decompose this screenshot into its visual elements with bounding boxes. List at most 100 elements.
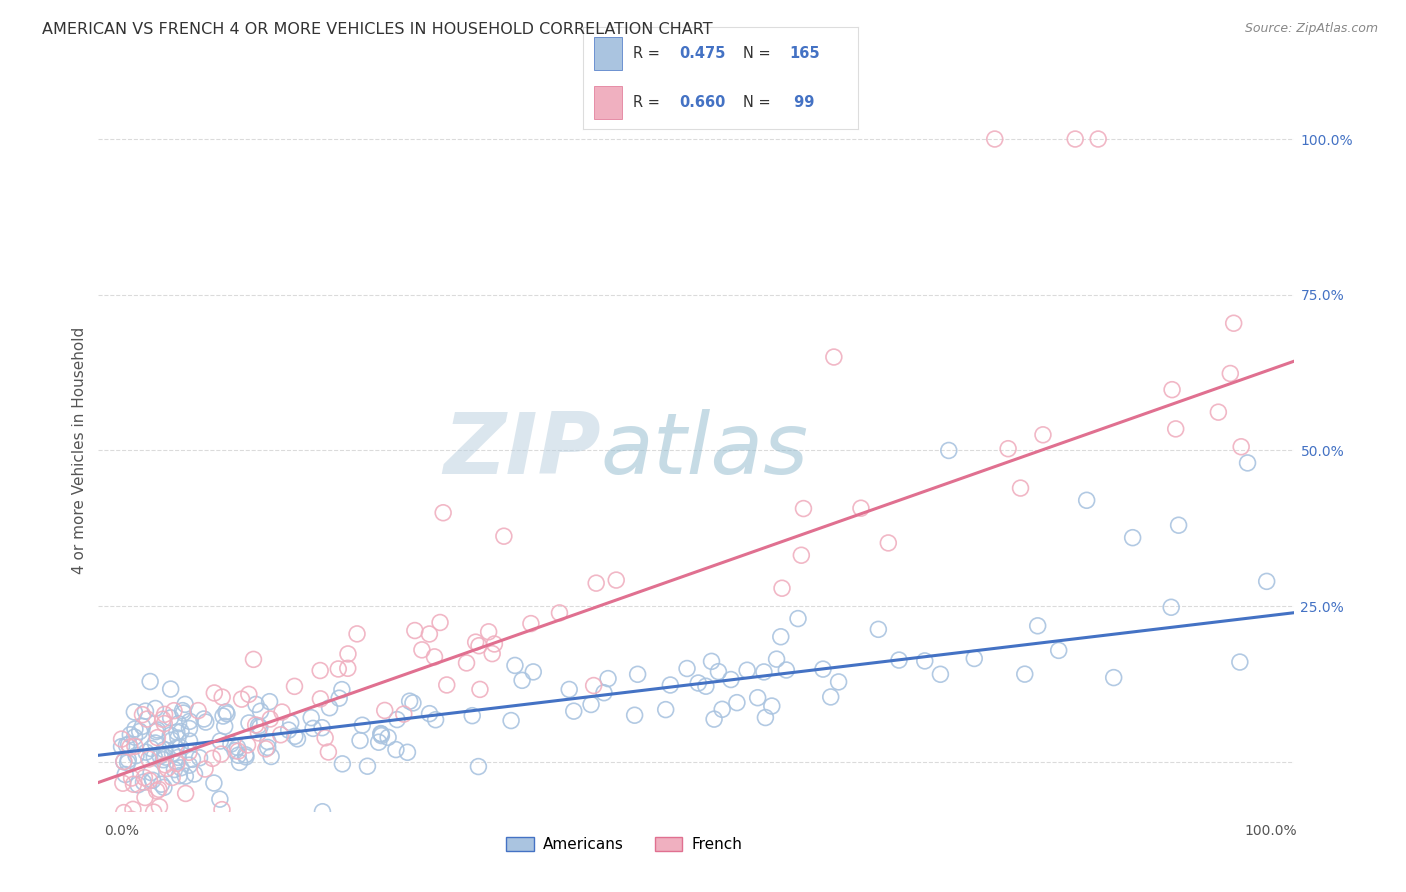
Point <box>1161 383 1184 397</box>
Point <box>259 712 281 726</box>
Point <box>396 745 419 759</box>
Point <box>143 701 166 715</box>
Point <box>209 747 232 761</box>
Point <box>1167 518 1189 533</box>
Point <box>166 725 188 739</box>
Point <box>139 674 162 689</box>
Point <box>153 743 176 757</box>
Point <box>208 792 231 806</box>
Point <box>143 749 166 764</box>
Point <box>259 695 281 709</box>
Point <box>247 726 270 740</box>
Point <box>605 573 627 587</box>
Point <box>163 763 186 777</box>
Point <box>938 443 960 458</box>
Point <box>256 740 278 755</box>
Point <box>377 731 399 745</box>
Point <box>254 742 277 756</box>
Point <box>464 635 486 649</box>
Legend: Americans, French: Americans, French <box>501 830 748 858</box>
Point <box>114 767 136 781</box>
Point <box>311 721 333 735</box>
Point <box>163 704 186 718</box>
Point <box>124 722 146 736</box>
Point <box>1219 367 1241 381</box>
Point <box>249 720 271 734</box>
Point <box>166 755 188 769</box>
Point <box>436 678 458 692</box>
Point <box>330 756 353 771</box>
Point <box>367 735 389 749</box>
Point <box>167 731 190 745</box>
Point <box>128 724 150 739</box>
Point <box>849 501 872 516</box>
Point <box>877 536 900 550</box>
Point <box>318 700 340 714</box>
Point <box>411 643 433 657</box>
Point <box>585 576 607 591</box>
Point <box>167 750 190 764</box>
Point <box>311 805 333 819</box>
Point <box>336 647 359 661</box>
Point <box>155 757 177 772</box>
Point <box>747 690 769 705</box>
Point <box>627 667 650 681</box>
Point <box>703 712 725 726</box>
Point <box>314 731 336 745</box>
Point <box>468 682 491 697</box>
Point <box>467 759 489 773</box>
Point <box>177 745 200 759</box>
Point <box>283 679 305 693</box>
Point <box>118 737 141 751</box>
Point <box>1010 481 1032 495</box>
Point <box>120 812 142 826</box>
Point <box>761 699 783 714</box>
Point <box>1014 667 1036 681</box>
Point <box>398 694 420 708</box>
Point <box>131 707 153 722</box>
Point <box>770 581 793 595</box>
Point <box>121 771 143 785</box>
Point <box>385 713 408 727</box>
Point <box>659 678 682 692</box>
Point <box>765 652 787 666</box>
Point <box>193 712 215 726</box>
Point <box>370 729 392 743</box>
Point <box>309 664 332 678</box>
Point <box>179 714 201 729</box>
Point <box>374 703 396 717</box>
Text: atlas: atlas <box>600 409 808 492</box>
Point <box>179 734 201 748</box>
Text: R =: R = <box>633 45 665 61</box>
Point <box>159 681 181 696</box>
Point <box>249 704 271 718</box>
Point <box>112 805 135 820</box>
Point <box>112 755 135 769</box>
Point <box>245 718 267 732</box>
Point <box>510 673 533 688</box>
Point <box>169 740 191 755</box>
Point <box>124 739 146 754</box>
Point <box>548 606 571 620</box>
Point <box>402 696 425 710</box>
Point <box>122 777 145 791</box>
Point <box>707 665 730 679</box>
Point <box>257 734 280 748</box>
Point <box>135 745 157 759</box>
Point <box>432 506 454 520</box>
Point <box>492 529 515 543</box>
Point <box>1229 655 1251 669</box>
Point <box>226 744 249 758</box>
Point <box>194 714 217 729</box>
Point <box>503 658 526 673</box>
Point <box>153 707 176 722</box>
Point <box>146 723 169 737</box>
Point <box>174 769 197 783</box>
Point <box>152 753 174 767</box>
Point <box>194 762 217 776</box>
Point <box>134 771 156 785</box>
Point <box>654 703 676 717</box>
Point <box>117 753 139 767</box>
Point <box>236 738 259 752</box>
Point <box>201 751 224 765</box>
